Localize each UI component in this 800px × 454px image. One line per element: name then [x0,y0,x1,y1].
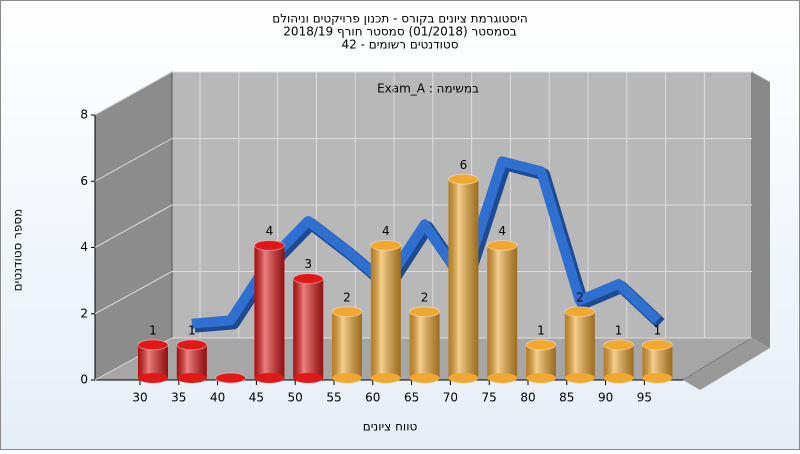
data-label: 6 [460,158,468,172]
bar-shade [564,311,595,378]
data-label: 4 [266,224,274,238]
bar-bottom [409,373,440,383]
x-tick-label: 60 [365,391,380,405]
bar-bottom [603,373,634,383]
bar-bottom [448,373,479,383]
bar-top [370,240,402,251]
bar-bottom [370,373,401,383]
bar-top [176,339,208,351]
data-label: 2 [576,290,584,304]
bar-bottom [176,373,207,383]
bar-top [409,306,441,318]
y-tick-label: 2 [80,306,88,320]
data-label: 1 [537,323,545,337]
bar-shade [642,344,673,378]
bar-bottom [564,373,595,383]
x-tick-label: 30 [132,391,147,405]
bar-top [215,372,247,384]
data-label: 2 [343,290,351,304]
data-label: 3 [304,257,312,271]
x-tick-label: 65 [404,391,419,405]
x-tick-label: 55 [326,391,341,405]
bar-bottom [332,373,362,383]
bar-shade [293,278,324,378]
x-axis-label: טווח ציונים [363,420,418,434]
wall-edge [752,72,770,348]
bar-top [525,339,557,351]
data-label: 1 [188,323,196,337]
x-tick-label: 95 [637,391,652,405]
data-label: 1 [615,323,623,337]
bar-bottom [487,373,518,383]
y-tick-label: 8 [80,108,88,122]
bar-shade [254,245,285,378]
title-line: בסמסטר (01/2018) סמסטר חורף 2018/19 [283,25,516,39]
x-tick-label: 75 [482,391,497,405]
grid-line [94,71,173,116]
data-label: 4 [382,224,390,238]
bar-bottom [526,373,556,383]
bar-shade [176,344,207,378]
bar-bottom [642,373,673,383]
bar-shade [487,245,518,378]
bar-top [603,339,635,351]
bar-top [137,339,169,351]
y-tick-label: 6 [80,174,88,188]
bar-shade [448,179,479,378]
grid-line [94,204,173,248]
bar-top [292,273,324,285]
y-tick-label: 4 [80,240,88,254]
bar-top [447,173,479,185]
bar-shade [370,245,401,378]
bar-top [486,240,518,251]
grid-line [94,138,173,182]
annotation: Exam_A : במשימה [377,82,479,96]
bar-shade [409,311,440,378]
x-tick-label: 45 [249,391,264,405]
data-label: 1 [149,323,157,337]
bar-top [253,240,285,251]
x-tick-label: 40 [210,391,225,405]
bar-shade [526,344,556,378]
y-tick-label: 0 [80,373,88,387]
x-tick-label: 50 [288,391,303,405]
bar-top [331,306,363,318]
bar-top [564,306,596,318]
bar-shade [332,311,362,378]
x-tick-label: 90 [598,391,613,405]
bar-bottom [138,373,168,383]
data-label: 2 [421,290,429,304]
grid-line [94,271,173,315]
y-axis-label: מספר סטודנטים [11,209,25,292]
floor-edge [683,338,770,390]
x-tick-label: 85 [559,391,574,405]
x-tick-label: 70 [443,391,458,405]
data-label: 1 [654,323,662,337]
data-label: 4 [498,224,506,238]
x-tick-label: 35 [171,391,186,405]
bar-shade [138,344,168,378]
x-tick-label: 80 [520,391,535,405]
bar-top [641,339,673,351]
bar-bottom [254,373,285,383]
bar-bottom [293,373,324,383]
title-line: סטודנטים רשומים - 42 [341,38,458,52]
title-line: היסטוגרמת ציונים בקורס - תכנון פרויקטים … [272,12,528,26]
bar-shade [603,344,634,378]
